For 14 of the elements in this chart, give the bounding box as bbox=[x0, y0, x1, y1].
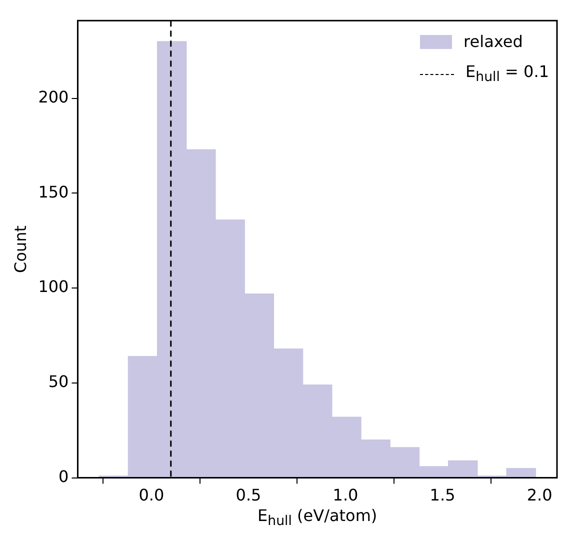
ref-line-label: E$_{hull}$ = 0.1 bbox=[466, 60, 549, 87]
x-tick-label: 2.0 bbox=[526, 486, 552, 505]
x-axis-title: E$_{hull}$ (eV/atom) bbox=[256, 506, 378, 529]
y-tick-label: 100 bbox=[38, 277, 69, 296]
y-tick-label: 200 bbox=[38, 88, 69, 107]
y-tick-label: 150 bbox=[38, 182, 69, 202]
legend-label: relaxed bbox=[464, 30, 523, 53]
x-tick-label: 0.0 bbox=[138, 486, 164, 505]
x-tick-label: 1.0 bbox=[332, 486, 358, 505]
y-axis-title: Count bbox=[10, 225, 30, 273]
y-tick-label: 0 bbox=[58, 466, 69, 486]
y-tick-label: 50 bbox=[48, 372, 69, 392]
x-tick-label: 1.5 bbox=[430, 486, 456, 505]
x-tick-label: 0.5 bbox=[236, 486, 262, 505]
